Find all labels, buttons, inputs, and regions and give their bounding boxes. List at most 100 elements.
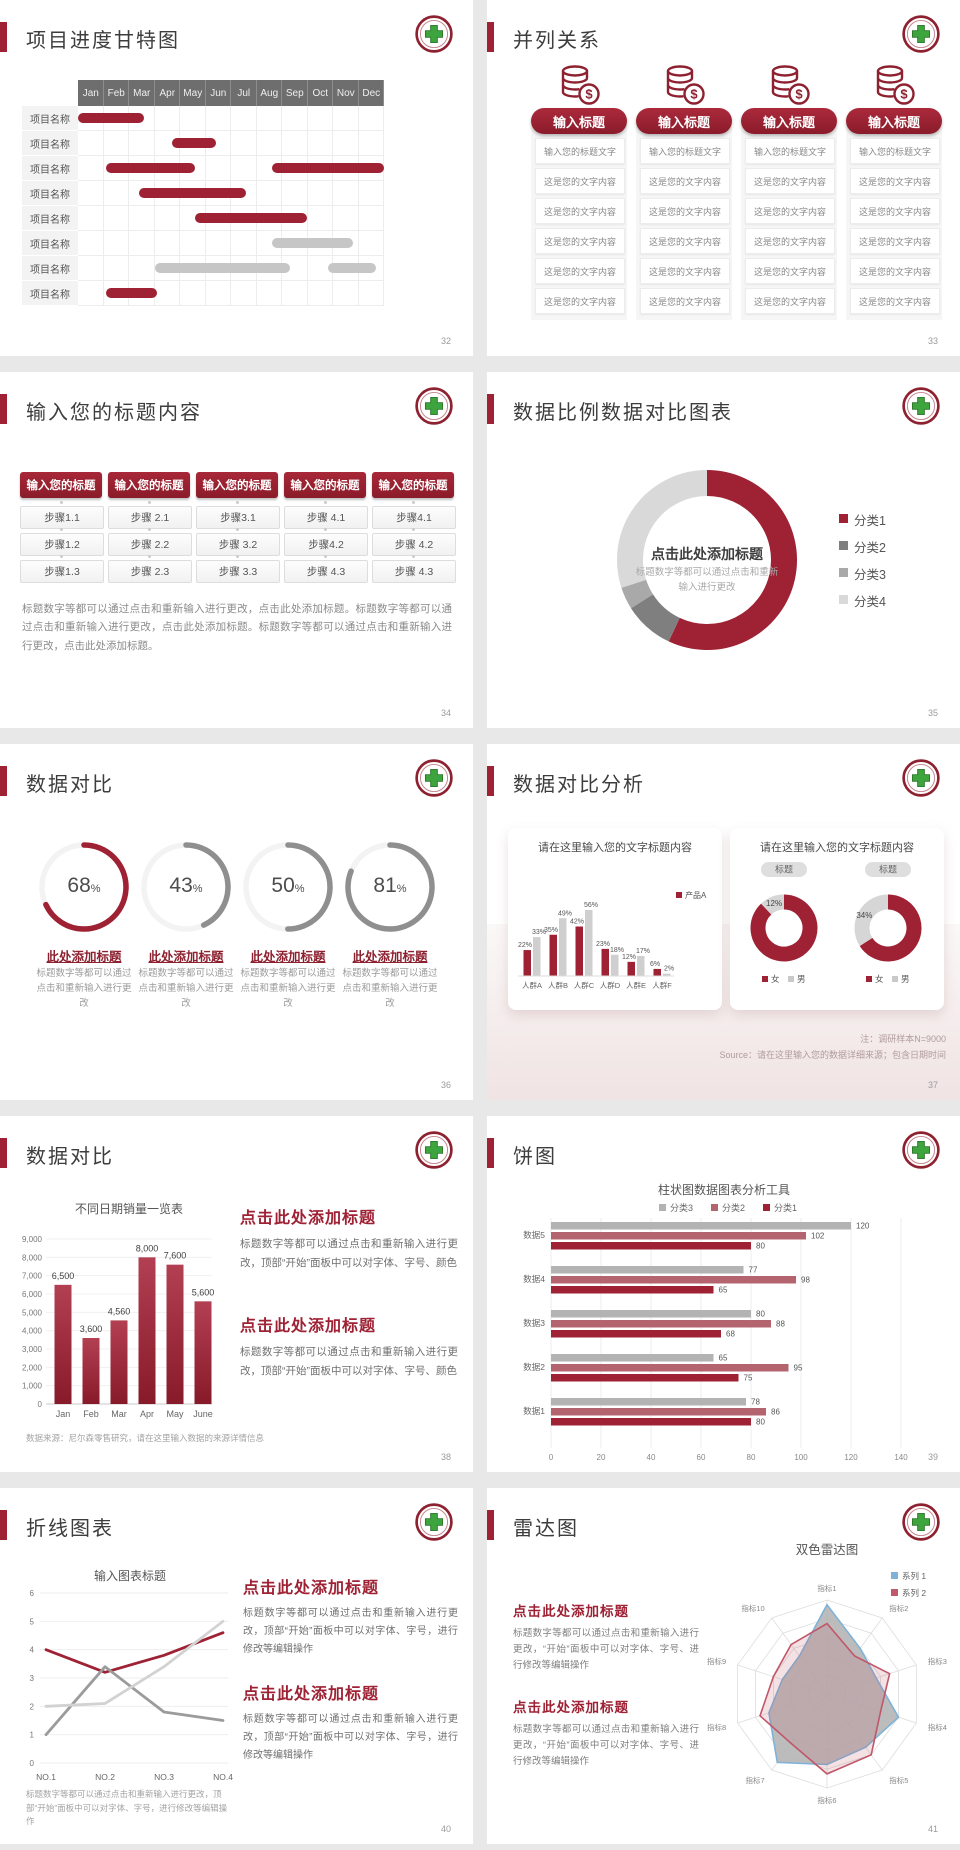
slide-34-steps[interactable]: 输入您的标题内容 输入您的标题 步骤1.1 步骤1.2 步骤1.3 输入您的标题 步骤 2… <box>0 372 473 728</box>
sample-note: 注：调研样本N=9000 <box>860 1034 946 1044</box>
source-note: Source：请在这里输入您的数据详细来源；包含日期时间 <box>719 1050 946 1060</box>
slide-35-donut[interactable]: 数据比例数据对比图表 分类1 分类2 分类3 分类4 点击此处添加标题 标题数字等都可… <box>487 372 960 728</box>
y-tick-label: 7,000 <box>22 1272 43 1281</box>
gantt-bar <box>327 263 377 273</box>
title-pill <box>761 862 807 877</box>
bar-value-label: 18% <box>610 947 624 954</box>
gantt-grid-cell <box>333 181 359 206</box>
sales-bar <box>54 1284 72 1404</box>
slide-title: 输入您的标题内容 <box>26 402 202 424</box>
step-connector-dot <box>59 555 63 558</box>
radar-axis-label: 指标7 <box>746 1775 765 1785</box>
slide-39-hbarchart[interactable]: 饼图 柱状图数据图表分析工具 分类3 分类2 分类1 0 20 40 60 80 100 120 14… <box>487 1116 960 1472</box>
y-tick-label: 8,000 <box>22 1253 43 1262</box>
gantt-grid-cell <box>103 231 129 256</box>
gantt-grid-cell <box>129 231 155 256</box>
slide-36-rings[interactable]: 数据对比 68% 此处添加标题 标题数字等都可以通过点击和重新输入进行更改 43% 此处… <box>0 744 473 1100</box>
bar-product-a <box>653 968 661 976</box>
text-block: 点击此处添加标题 标题数字等都可以通过点击和重新输入进行更改，顶部“开始”面板中可… <box>243 1680 458 1765</box>
hbar <box>551 1374 739 1382</box>
text-block-paragraph: 标题数字等都可以通过点击和重新输入进行更改，顶部“开始”面板中可以对字体、字号，… <box>243 1608 458 1655</box>
slide-title: 数据对比分析 <box>513 774 645 796</box>
enter-title-pill[interactable]: 输入标题 <box>531 108 627 134</box>
enter-title-pill[interactable]: 输入标题 <box>846 108 942 134</box>
radar-axis-label: 指标9 <box>707 1656 726 1666</box>
ring-value <box>243 842 333 932</box>
donut-segment-male <box>854 894 889 946</box>
x-tick-label: NO.2 <box>95 1772 115 1782</box>
legend-swatch <box>866 976 872 982</box>
bar-value-label: 56% <box>584 902 598 909</box>
step-box: 步骤1.3 <box>20 560 104 583</box>
bar-product-a <box>575 926 583 976</box>
hbar <box>551 1398 746 1406</box>
gantt-grid-cell <box>333 106 359 131</box>
gantt-row-label: 项目名称 <box>22 281 78 306</box>
slide-37-analysis[interactable]: 数据对比分析 请在这里输入您的文字标题内容 22% 33% 人群A 35% 49% 人群B 4… <box>487 744 960 1100</box>
gantt-grid-cell <box>205 231 231 256</box>
bar-value-label: 68 <box>726 1330 735 1339</box>
slide-40-linechart[interactable]: 折线图表 输入图表标题 6 5 4 3 2 1 0 NO.1 NO.2 NO.3 NO.4 点击此处添加… <box>0 1488 473 1844</box>
gantt-grid-cell <box>256 281 282 306</box>
page-number: 36 <box>440 1080 451 1090</box>
gantt-grid-cell <box>256 131 282 156</box>
gantt-grid-cell <box>256 106 282 131</box>
enter-title-pill[interactable]: 输入标题 <box>741 108 837 134</box>
legend-swatch <box>892 976 898 982</box>
slide-41-radar[interactable]: 雷达图 点击此处添加标题 标题数字等都可以通过点击和重新输入进行更改，“开始”面板… <box>487 1488 960 1844</box>
legend-swatch <box>891 1589 898 1596</box>
title-accent-bar <box>487 1510 494 1540</box>
title-accent-bar <box>0 1138 7 1168</box>
step-connector-dot <box>59 528 63 531</box>
legend-label: 分类3 <box>670 1202 693 1213</box>
bar-category-label: 人群A <box>522 980 542 990</box>
ring-value <box>345 842 435 932</box>
donut-center-subtitle: 标题数字等都可以通过点击和重新输入进行更改 <box>635 567 779 593</box>
title-accent-bar <box>487 766 494 796</box>
text-block: 点击此处添加标题 标题数字等都可以通过点击和重新输入进行更改，“开始”面板中可以对… <box>513 1696 699 1770</box>
category-label: 数据1 <box>523 1406 545 1416</box>
hospital-logo-svg <box>415 387 453 425</box>
gantt-grid-cell <box>333 231 359 256</box>
x-tick-label: 60 <box>697 1453 706 1462</box>
gantt-grid-cell <box>333 281 359 306</box>
svg-text:$: $ <box>690 87 698 102</box>
gantt-grid-cell <box>129 106 155 131</box>
slide-33-parallel[interactable]: 并列关系 $ 输入标题 输入您的标题文字 这是您的文字内容 这是您的文字内容 这是您的文字… <box>487 0 960 356</box>
column-header-row: 输入您的标题文字 <box>745 138 835 164</box>
hospital-logo <box>415 15 453 53</box>
bar-value-label: 75 <box>744 1374 753 1383</box>
step-box: 步骤 2.1 <box>108 506 192 529</box>
x-tick-label: June <box>193 1409 213 1419</box>
progress-ring <box>141 842 231 932</box>
step-connector-dot <box>411 555 415 558</box>
step-box: 步骤 3.3 <box>196 560 280 583</box>
step-box: 步骤1.1 <box>20 506 104 529</box>
category-label: 数据5 <box>523 1230 545 1240</box>
hbar <box>551 1330 721 1338</box>
bar-gray <box>559 918 567 976</box>
svg-text:$: $ <box>585 87 593 102</box>
bar-product-a <box>627 961 635 976</box>
gantt-bar <box>139 188 247 198</box>
step-box: 步骤 4.2 <box>372 533 456 556</box>
bar-value-label: 88 <box>776 1320 785 1329</box>
gantt-chart: Jan Feb Mar Apr May Jun Jul Aug Sep Oct Nov Dec 项目名称… <box>0 0 473 356</box>
bar-value-label: 42% <box>570 919 584 926</box>
gantt-grid-cell <box>307 281 333 306</box>
step-connector-dot <box>59 501 63 504</box>
slide-32-gantt[interactable]: 项目进度甘特图 Jan Feb Mar Apr May Jun Jul Aug Sep Oct No… <box>0 0 473 356</box>
slide-38-barchart[interactable]: 数据对比 不同日期销量一览表 9,000 8,000 7,000 6,000 5,000 4… <box>0 1116 473 1472</box>
gantt-month-header: Jun <box>205 80 231 106</box>
bar-value-label: 95 <box>794 1364 803 1373</box>
gantt-month-header: Apr <box>154 80 180 106</box>
radar-axis-label: 指标5 <box>889 1775 908 1785</box>
gantt-bar <box>172 138 216 148</box>
gantt-bar <box>195 213 308 223</box>
progress-ring <box>39 842 129 932</box>
enter-title-pill[interactable]: 输入标题 <box>636 108 732 134</box>
hospital-logo <box>415 759 453 797</box>
category-label: 数据4 <box>523 1274 545 1284</box>
ring-title: 此处添加标题 <box>250 950 326 964</box>
